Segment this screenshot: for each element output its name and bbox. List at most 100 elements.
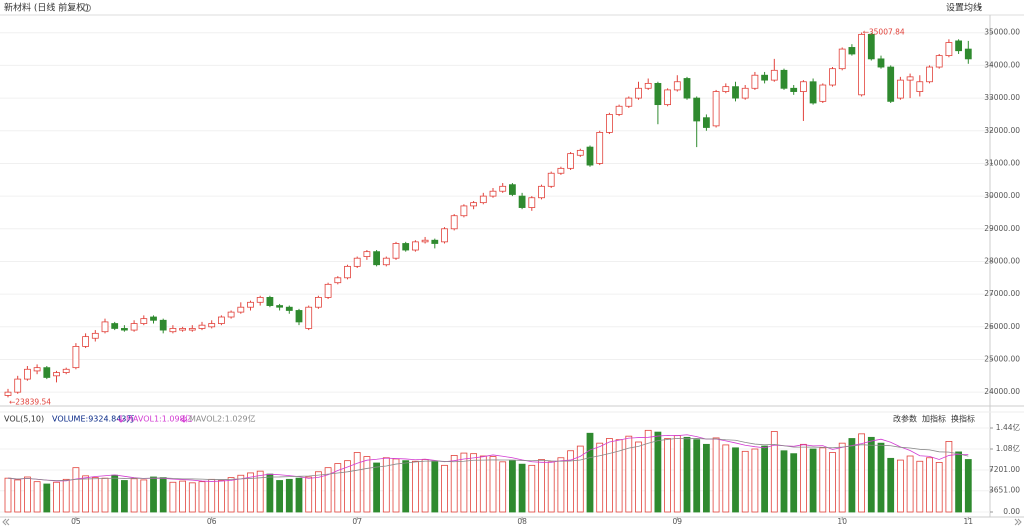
candle-body: [945, 42, 953, 57]
candle-body: [935, 55, 943, 68]
volume-bar: [72, 467, 80, 513]
y-tick-label: 26000.00: [984, 322, 1020, 331]
volume-bar: [712, 437, 720, 513]
scroll-right[interactable]: [1014, 518, 1022, 526]
indicator-button[interactable]: 改参数: [893, 414, 917, 424]
candle-body: [392, 243, 400, 259]
volume-bar: [43, 483, 51, 513]
volume-bar: [431, 461, 439, 513]
volume-bar: [606, 438, 613, 513]
candle-body: [33, 367, 41, 372]
candle-body: [373, 251, 381, 266]
y-tick-label: 27000.00: [984, 289, 1020, 298]
candle-body: [431, 239, 439, 244]
volume-bar: [53, 481, 60, 513]
candle-body: [528, 197, 536, 208]
volume-bar: [421, 459, 429, 513]
x-tick-label: 08: [517, 517, 527, 526]
candle-body: [470, 202, 478, 207]
candle-body: [285, 306, 293, 311]
volume-bar: [508, 460, 516, 513]
candle-body: [916, 81, 924, 92]
volume-bar: [392, 458, 400, 513]
candle-body: [567, 153, 574, 169]
volume-bar: [770, 431, 778, 513]
volume-bar: [140, 479, 148, 513]
volume-bar: [848, 438, 856, 513]
volume-bar: [780, 450, 788, 513]
y-tick-label: 32000.00: [984, 126, 1020, 135]
volume-bar: [877, 442, 885, 513]
volume-bar: [266, 473, 274, 513]
y-tick-label: 34000.00: [984, 60, 1020, 69]
legend-entry: MAVOL1:1.098亿: [126, 414, 193, 424]
candle-body: [324, 283, 332, 298]
volume-bar: [683, 436, 691, 513]
candle-body: [683, 78, 691, 99]
volume-bar: [741, 450, 749, 513]
candle-body: [615, 105, 623, 115]
volume-bar: [809, 448, 817, 513]
candle-body: [751, 74, 759, 89]
candle-body: [538, 185, 545, 199]
volume-bar: [596, 442, 604, 513]
candle-body: [770, 69, 778, 81]
candle-body: [363, 251, 371, 257]
candle-body: [314, 297, 322, 308]
candle-body: [305, 306, 313, 329]
volume-bar: [23, 476, 31, 513]
volume-bar: [121, 480, 128, 513]
scroll-left[interactable]: [2, 518, 10, 526]
volume-bar: [305, 476, 313, 513]
candle-body: [780, 69, 788, 89]
volume-bar: [567, 450, 574, 513]
candle-body: [91, 332, 99, 339]
volume-bar: [887, 457, 895, 513]
candle-body: [897, 79, 904, 99]
volume-bar: [499, 461, 507, 513]
candle-body: [43, 367, 51, 378]
y-tick-label: 28000.00: [984, 256, 1020, 265]
candle-body: [955, 40, 962, 52]
candle-body: [121, 328, 128, 331]
candle-body: [53, 372, 60, 377]
candle-body: [644, 82, 652, 89]
candle-body: [198, 324, 206, 329]
candle-body: [761, 74, 768, 81]
y-tick-label: 29000.00: [984, 224, 1020, 233]
volume-bar: [635, 441, 642, 513]
volume-bar: [169, 481, 177, 513]
candle-body: [800, 81, 807, 92]
candle-body: [635, 87, 642, 99]
volume-bar: [858, 433, 865, 513]
volume-bar: [489, 456, 497, 513]
volume-bar: [693, 439, 701, 513]
volume-bar: [130, 478, 138, 513]
candle-body: [130, 323, 138, 331]
candle-body: [247, 301, 254, 308]
candle-body: [596, 131, 604, 164]
candle-body: [499, 185, 507, 192]
candle-body: [848, 47, 856, 55]
settings-icon[interactable]: [83, 4, 91, 12]
indicator-button[interactable]: 加指标: [922, 414, 946, 424]
volume-bar: [790, 453, 798, 513]
candle-body: [4, 391, 12, 396]
candle-body: [295, 310, 303, 323]
candle-body: [586, 146, 594, 166]
y-tick-label: 1.08亿: [996, 443, 1021, 453]
ma-button[interactable]: 设置均线: [946, 2, 982, 14]
candle-body: [188, 328, 196, 331]
indicator-button[interactable]: 换指标: [951, 414, 975, 424]
volume-bar: [237, 474, 245, 513]
volume-bar: [344, 460, 351, 513]
candle-body: [606, 114, 613, 133]
candle-body: [673, 81, 681, 91]
candle-body: [964, 48, 972, 60]
candle-body: [741, 87, 749, 99]
volume-bar: [373, 462, 381, 513]
candle-body: [169, 328, 177, 333]
candle-body: [479, 195, 487, 204]
candle-body: [664, 89, 671, 106]
